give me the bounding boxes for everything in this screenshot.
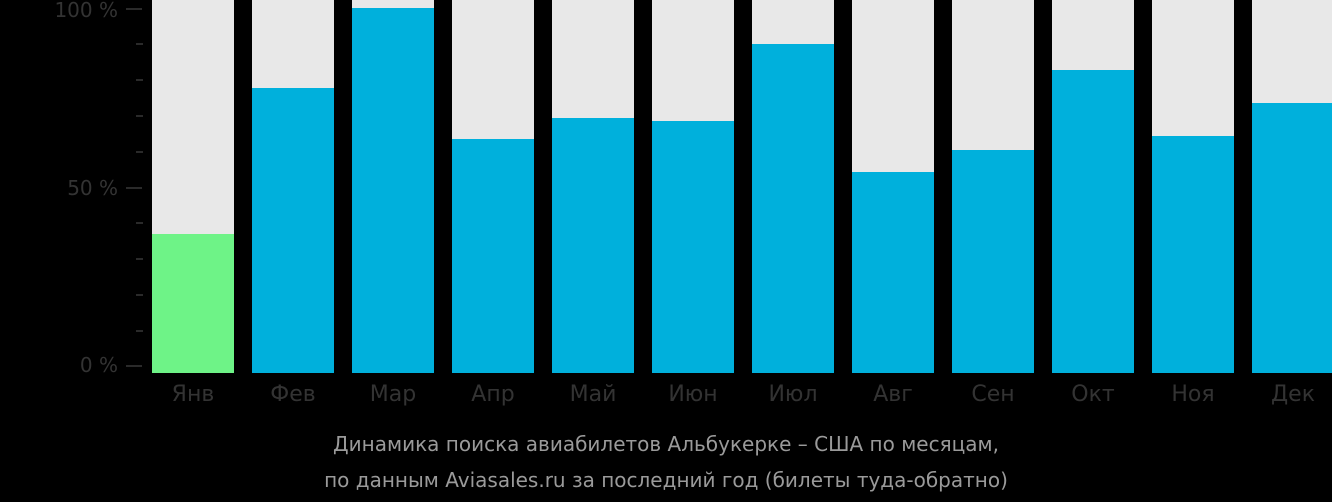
x-tick-label: Сен [971, 382, 1015, 407]
bar-2 [352, 0, 434, 373]
x-tick-label: Май [569, 382, 617, 407]
y-tick-50 [126, 187, 142, 189]
y-tick-label-100: 100 % [54, 0, 118, 22]
bar-0 [152, 0, 234, 373]
y-tick-minor [136, 79, 143, 81]
chart-caption-line2: по данным Aviasales.ru за последний год … [324, 468, 1008, 492]
bar-fill [552, 118, 634, 373]
x-tick-label: Янв [171, 382, 215, 407]
y-tick-minor [136, 294, 143, 296]
y-tick-minor [136, 222, 143, 224]
x-tick-label: Июн [668, 382, 718, 407]
x-tick-label: Фев [270, 382, 316, 407]
bar-fill [1252, 103, 1332, 373]
bar-fill [952, 150, 1034, 373]
bar-5 [652, 0, 734, 373]
bar-fill [652, 121, 734, 373]
bar-fill [852, 172, 934, 373]
bar-7 [852, 0, 934, 373]
x-tick-label: Авг [873, 382, 913, 407]
y-tick-0 [126, 365, 142, 367]
bar-fill [252, 88, 334, 373]
bar-fill [452, 139, 534, 373]
y-tick-minor [136, 43, 143, 45]
bar-fill [1152, 136, 1234, 373]
y-tick-minor [136, 151, 143, 153]
bar-8 [952, 0, 1034, 373]
x-tick-label: Окт [1071, 382, 1115, 407]
y-tick-100 [126, 8, 142, 10]
bar-fill [152, 234, 234, 373]
x-tick-label: Ноя [1171, 382, 1215, 407]
x-tick-label: Дек [1270, 382, 1315, 407]
bar-11 [1252, 0, 1332, 373]
y-tick-label-50: 50 % [67, 176, 118, 200]
bar-4 [552, 0, 634, 373]
bar-1 [252, 0, 334, 373]
bar-6 [752, 0, 834, 373]
x-tick-label: Июл [768, 382, 818, 407]
bar-3 [452, 0, 534, 373]
bar-fill [1052, 70, 1134, 373]
x-tick-label: Апр [471, 382, 515, 407]
y-tick-minor [136, 330, 143, 332]
bar-fill [352, 8, 434, 373]
bar-fill [752, 44, 834, 373]
chart-caption-line1: Динамика поиска авиабилетов Альбукерке –… [333, 432, 999, 456]
x-tick-label: Мар [369, 382, 417, 407]
y-tick-label-0: 0 % [79, 353, 118, 377]
bar-9 [1052, 0, 1134, 373]
y-tick-minor [136, 115, 143, 117]
bar-10 [1152, 0, 1234, 373]
y-tick-minor [136, 258, 143, 260]
